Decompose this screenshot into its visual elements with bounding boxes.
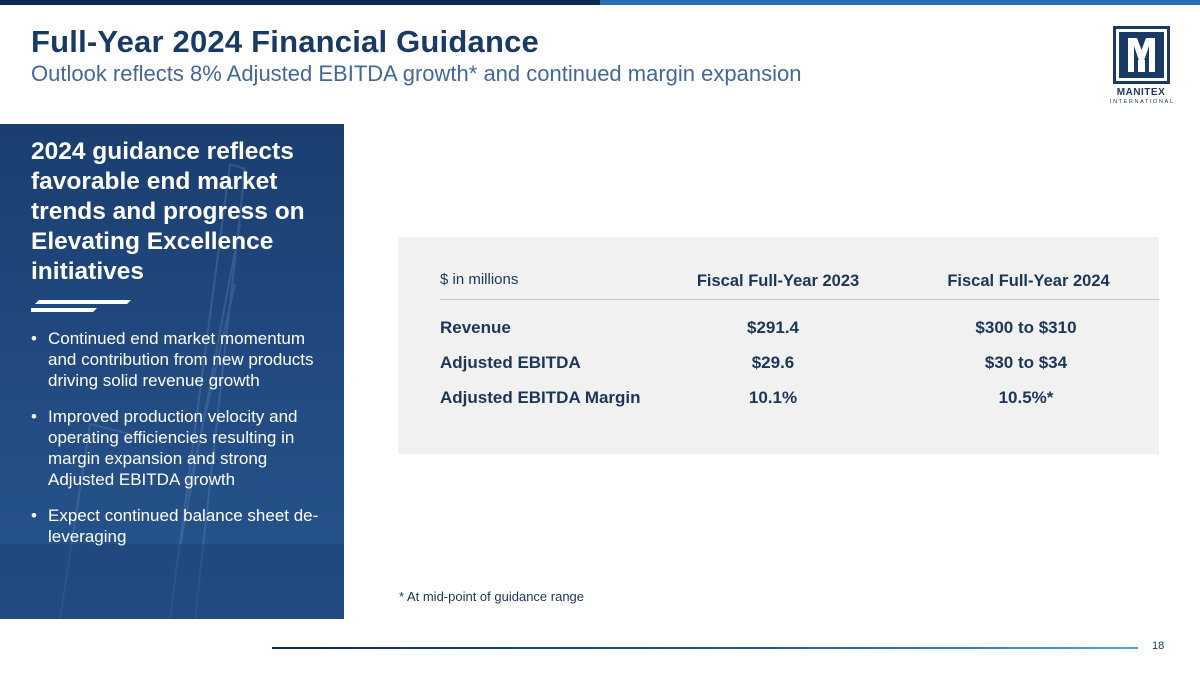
- bullet-dot-icon: •: [31, 407, 37, 426]
- fy2023-value: $29.6: [751, 353, 795, 372]
- bullet-dot-icon: •: [31, 329, 37, 348]
- bullet-text: Expect continued balance sheet de-levera…: [48, 506, 319, 546]
- panel-heading: 2024 guidance reflects favorable end mar…: [31, 138, 305, 285]
- logo-wordmark: MANITEX: [1116, 87, 1166, 98]
- row-label: Adjusted EBITDA: [440, 353, 581, 372]
- fy2023-value: $291.4: [747, 318, 799, 337]
- row-label: Adjusted EBITDA Margin: [440, 388, 641, 407]
- bullet-item: • Continued end market momentum and contr…: [31, 328, 336, 391]
- fy2024-value: $30 to $34: [984, 353, 1068, 372]
- row-label: Revenue: [440, 318, 511, 337]
- header-divider: [440, 299, 1159, 300]
- manitex-m-logo-icon: [1113, 26, 1170, 84]
- bullet-text: Improved production velocity and operati…: [48, 407, 298, 489]
- guidance-bullet-list: • Continued end market momentum and contr…: [31, 328, 336, 562]
- column-header-fy2024: Fiscal Full-Year 2024: [947, 272, 1110, 290]
- crane-background-image: [0, 163, 344, 619]
- table-row-revenue: Revenue $291.4 $300 to $310: [398, 318, 1159, 342]
- table-row-adjusted-ebitda: Adjusted EBITDA $29.6 $30 to $34: [398, 353, 1159, 377]
- decorative-stripes: [31, 300, 131, 312]
- bullet-item: • Expect continued balance sheet de-lever…: [31, 505, 336, 547]
- page-title: Full-Year 2024 Financial Guidance: [31, 24, 539, 59]
- fy2024-value: $300 to $310: [975, 318, 1077, 337]
- bullet-dot-icon: •: [31, 506, 37, 525]
- company-logo: MANITEX INTERNATIONAL: [1110, 24, 1175, 106]
- guidance-table: $ in millions Fiscal Full-Year 2023 Fisc…: [398, 237, 1159, 454]
- top-accent-bar-light: [600, 0, 1200, 5]
- column-header-fy2023: Fiscal Full-Year 2023: [696, 272, 860, 290]
- guidance-summary-panel: 2024 guidance reflects favorable end mar…: [0, 124, 344, 619]
- bullet-item: • Improved production velocity and operat…: [31, 406, 336, 490]
- logo-subtext: INTERNATIONAL: [1110, 99, 1175, 105]
- top-accent-bar-dark: [0, 0, 600, 5]
- footnote: * At mid-point of guidance range: [399, 589, 585, 604]
- units-label: $ in millions: [440, 271, 519, 288]
- fy2023-value: 10.1%: [748, 388, 798, 407]
- table-row-ebitda-margin: Adjusted EBITDA Margin 10.1% 10.5%*: [398, 388, 1159, 412]
- bullet-text: Continued end market momentum and contri…: [48, 329, 314, 390]
- page-number: 18: [1152, 640, 1165, 652]
- page-subtitle: Outlook reflects 8% Adjusted EBITDA grow…: [31, 61, 802, 86]
- footer-divider: [272, 647, 1138, 649]
- fy2024-value: 10.5%*: [998, 388, 1054, 407]
